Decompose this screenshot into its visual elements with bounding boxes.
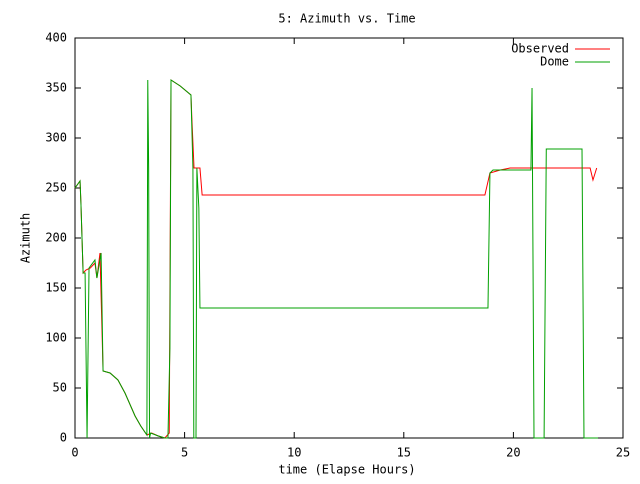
x-tick-label: 25 bbox=[616, 446, 630, 460]
x-tick-label: 10 bbox=[287, 446, 301, 460]
y-tick-label: 200 bbox=[45, 231, 67, 245]
y-tick-label: 350 bbox=[45, 81, 67, 95]
y-tick-label: 50 bbox=[53, 381, 67, 395]
y-axis-label: Azimuth bbox=[19, 213, 33, 264]
legend-label: Dome bbox=[540, 55, 569, 69]
y-tick-label: 150 bbox=[45, 281, 67, 295]
data-line bbox=[74, 79, 599, 439]
y-tick-label: 400 bbox=[45, 31, 67, 45]
y-tick-label: 0 bbox=[60, 431, 67, 445]
x-tick-label: 15 bbox=[397, 446, 411, 460]
chart-title: 5: Azimuth vs. Time bbox=[278, 12, 415, 26]
y-tick-label: 100 bbox=[45, 331, 67, 345]
x-tick-label: 20 bbox=[506, 446, 520, 460]
y-tick-label: 300 bbox=[45, 131, 67, 145]
y-tick-label: 250 bbox=[45, 181, 67, 195]
legend-label: Observed bbox=[511, 42, 569, 56]
x-axis-label: time (Elapse Hours) bbox=[278, 463, 415, 477]
x-tick-label: 0 bbox=[71, 446, 78, 460]
x-tick-label: 5 bbox=[181, 446, 188, 460]
